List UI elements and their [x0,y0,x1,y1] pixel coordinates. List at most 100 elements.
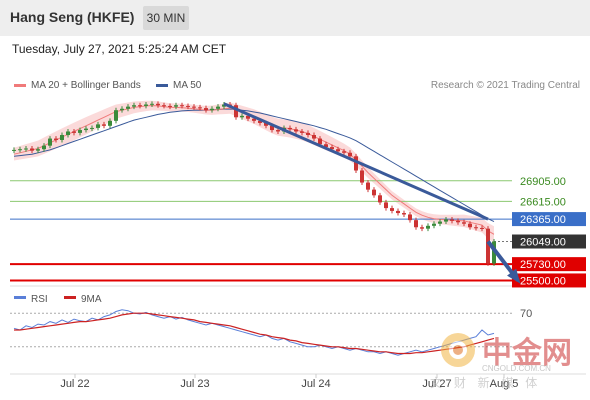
candle-body [414,220,418,228]
watermark-domain: CNGOLD.COM.CN [482,364,551,373]
candle-body [378,195,382,203]
candle-body [24,148,28,150]
candle-body [246,115,250,119]
forecast-arrow-shaft [486,240,520,282]
candle-body [312,135,316,139]
rsi-legend-label: RSI [31,294,48,305]
level-label-box-4 [512,257,586,272]
legend-ma50-label: MA 50 [173,80,202,91]
candle-body [54,138,58,140]
candle-body [420,227,424,229]
candle-body [366,182,370,190]
forecast-arrow-head [507,268,521,284]
x-tick-label-0: Jul 22 [60,378,89,390]
level-label-3: 26049.00 [520,237,566,249]
candle-body [336,149,340,152]
timeframe-button[interactable]: 30 MIN [143,6,189,30]
rsi-ma-legend-label: 9MA [81,294,102,305]
candle-body [462,222,466,224]
watermark-icon [441,333,475,367]
ma20-swatch [14,83,26,87]
level-label-1: 26615.00 [520,196,566,208]
candle-body [300,131,304,133]
candle-body [90,127,94,129]
candle-body [30,148,34,151]
candle-body [234,105,238,118]
candle-body [348,152,352,157]
candle-body [174,105,178,107]
watermark-cn: 中金网 [482,336,572,371]
candle-body [474,227,478,229]
level-label-0: 26905.00 [520,176,566,188]
candle-body [84,128,88,131]
candle-body [432,223,436,226]
candle-body [102,124,106,126]
candle-body [228,104,232,106]
credit-text: Research © 2021 Trading Central [430,80,580,91]
level-label-2: 26365.00 [520,214,566,226]
legend-ma50: MA 50 [156,80,201,91]
candle-body [402,213,406,215]
rsi-level-label-0: 70 [520,308,532,320]
candle-body [132,105,136,107]
candle-body [396,210,400,214]
candle-body [12,149,16,151]
candle-body [468,223,472,228]
watermark-logo: 中金网 CNGOLD.COM.CN 文 财 新 媒 体 [430,324,590,394]
candle-body [324,144,328,148]
level-label-box-5 [512,273,586,288]
candle-body [150,103,154,105]
candle-body [186,105,190,107]
candle-body [144,104,148,106]
candle-body [330,147,334,150]
rsi-legend-swatch [14,296,26,299]
candle-body [354,156,358,171]
candle-body [96,124,100,128]
candle-body [372,189,376,196]
legend-ma20-label: MA 20 + Bollinger Bands [31,80,141,91]
candle-body [270,125,274,131]
candle-body [456,220,460,223]
candle-body [210,108,214,111]
ma50-line [13,108,495,223]
candle-body [72,131,76,133]
candle-body [156,103,160,106]
report-datetime: Tuesday, July 27, 2021 5:25:24 AM CET [12,42,227,56]
instrument-title: Hang Seng (HKFE) [10,9,135,25]
candle-body [162,105,166,107]
candle-body [438,221,442,224]
candle-body [222,104,226,107]
candle-body [198,107,202,109]
candle-body [276,130,280,132]
candle-body [390,208,394,211]
candle-body [60,135,64,140]
candle-body [282,127,286,132]
candle-body [204,108,208,111]
candle-body [264,122,268,126]
header-bar: Hang Seng (HKFE) 30 MIN [0,0,590,36]
rsi-ma-line [14,312,495,355]
level-label-4: 25730.00 [520,259,566,271]
candle-body [180,105,184,107]
candle-body [426,225,430,229]
candle-body [444,219,448,222]
candle-body [216,106,220,109]
ma50-swatch [156,83,168,87]
trend-line [223,102,489,221]
candle-body [18,149,22,151]
candle-body [252,118,256,121]
candle-body [288,127,292,130]
rsi-line [13,309,495,356]
x-tick-label-2: Jul 24 [301,378,330,390]
level-label-box-2 [512,212,586,227]
candle-body [66,131,70,136]
candle-body [48,138,52,146]
candle-body [384,202,388,209]
watermark-sub: 文 财 新 媒 体 [430,376,542,390]
candle-body [120,108,124,111]
candle-body [138,105,142,107]
rsi-ma-legend-swatch [64,296,76,299]
candle-body [42,145,46,150]
candle-body [492,241,496,264]
